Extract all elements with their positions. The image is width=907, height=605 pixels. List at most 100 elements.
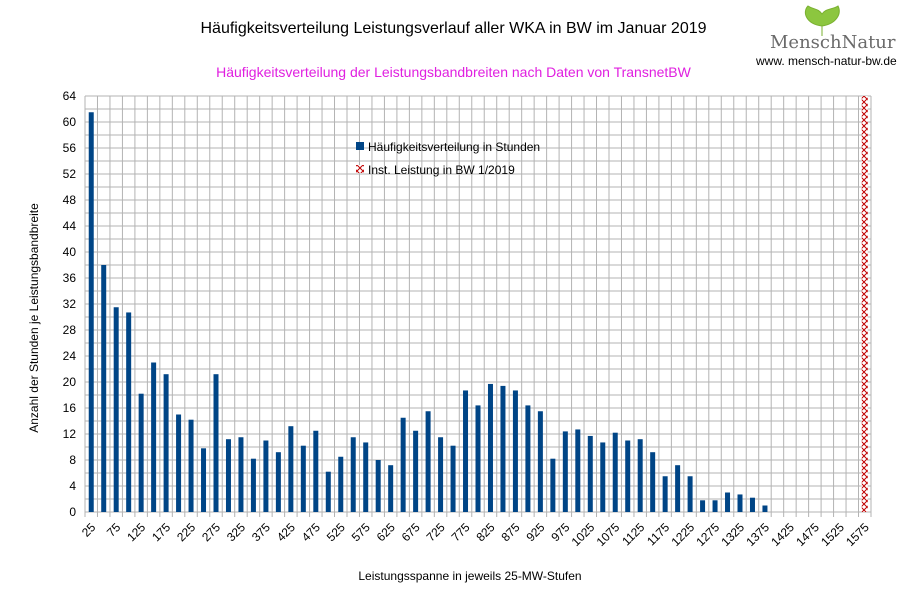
bar-725 — [438, 437, 444, 512]
y-tick-label: 12 — [63, 427, 77, 441]
bar-1050 — [600, 442, 606, 512]
bar-225 — [188, 419, 194, 512]
bar-1125 — [637, 439, 643, 512]
x-tick-label: 175 — [149, 520, 173, 544]
bar-1300 — [725, 492, 731, 512]
y-tick-label: 8 — [69, 453, 76, 467]
bar-375 — [263, 440, 269, 512]
x-tick-label: 75 — [104, 520, 124, 540]
y-tick-label: 56 — [63, 141, 77, 155]
x-tick-label: 1175 — [644, 520, 672, 548]
bar-1175 — [662, 476, 668, 512]
bar-300 — [225, 439, 231, 512]
bar-150 — [151, 362, 157, 512]
x-tick-label: 125 — [124, 520, 148, 544]
x-tick-label: 675 — [399, 520, 423, 544]
bar-475 — [313, 430, 319, 512]
bar-100 — [126, 312, 132, 512]
bar-350 — [250, 458, 256, 512]
y-tick-label: 60 — [63, 115, 77, 129]
x-tick-label: 475 — [299, 520, 323, 544]
x-axis-ticks: 25 75 125 175 225 275 325 375 425 475 525 575 625 675… — [79, 520, 872, 549]
x-axis-label: Leistungsspanne in jeweils 25-MW-Stufen — [358, 569, 581, 583]
bar-825 — [487, 383, 493, 512]
y-tick-label: 52 — [63, 167, 77, 181]
bar-1150 — [650, 452, 656, 512]
bar-525 — [338, 456, 344, 512]
bars — [88, 96, 868, 512]
ginkgo-leaf-icon — [804, 5, 840, 36]
x-tick-label: 725 — [424, 520, 448, 544]
x-tick-label: 625 — [374, 520, 398, 544]
x-tick-label: 25 — [79, 520, 99, 540]
chart-title: Häufigkeitsverteilung Leistungsverlauf a… — [0, 20, 907, 38]
bar-1275 — [712, 500, 718, 512]
y-tick-label: 0 — [69, 505, 76, 519]
bar-1350 — [749, 497, 755, 512]
bar-250 — [201, 448, 207, 512]
legend-swatch-frequency — [356, 142, 364, 150]
bar-925 — [537, 411, 543, 512]
x-tick-label: 1575 — [843, 520, 872, 549]
x-tick-label: 825 — [474, 520, 498, 544]
bar-900 — [525, 405, 531, 512]
legend-label-frequency: Häufigkeitsverteilung in Stunden — [368, 140, 540, 154]
bar-installed-capacity — [861, 96, 868, 512]
legend-label-installed: Inst. Leistung in BW 1/2019 — [368, 163, 515, 177]
x-tick-label: 225 — [174, 520, 198, 544]
bar-450 — [300, 445, 306, 512]
bar-600 — [375, 460, 381, 512]
logo-brand: MenschNatur — [770, 32, 896, 53]
y-tick-label: 40 — [63, 245, 77, 259]
bar-425 — [288, 426, 294, 512]
x-tick-label: 1225 — [668, 520, 697, 549]
bar-625 — [388, 465, 394, 512]
bar-75 — [113, 307, 119, 512]
bar-675 — [413, 430, 419, 512]
chart-subtitle: Häufigkeitsverteilung der Leistungsbandb… — [216, 64, 691, 80]
x-tick-label: 575 — [349, 520, 373, 544]
x-tick-label: 375 — [249, 520, 273, 544]
bar-750 — [450, 445, 456, 512]
y-tick-label: 28 — [63, 323, 77, 337]
x-tick-label: 1325 — [718, 520, 747, 549]
x-tick-label: 1525 — [818, 520, 847, 549]
y-tick-label: 4 — [69, 479, 76, 493]
bar-1200 — [675, 465, 681, 512]
y-tick-label: 64 — [63, 89, 77, 103]
bar-125 — [138, 393, 144, 512]
x-tick-label: 875 — [498, 520, 522, 544]
x-tick-label: 925 — [523, 520, 547, 544]
bar-550 — [350, 437, 356, 512]
x-tick-label: 1075 — [594, 520, 623, 549]
x-tick-label: 1425 — [768, 520, 797, 549]
bar-1225 — [687, 476, 693, 512]
y-tick-label: 36 — [63, 271, 77, 285]
bar-25 — [88, 112, 94, 512]
bar-775 — [463, 390, 469, 512]
bar-325 — [238, 437, 244, 512]
chart-title-text: Häufigkeitsverteilung Leistungsverlauf a… — [200, 20, 707, 37]
x-tick-label: 325 — [224, 520, 248, 544]
bar-1075 — [612, 432, 618, 512]
bar-275 — [213, 374, 219, 512]
y-tick-label: 32 — [63, 297, 77, 311]
logo-url: www. mensch-natur-bw.de — [756, 54, 897, 68]
y-axis-label: Anzahl der Stunden je Leistungsbandbreit… — [27, 203, 41, 433]
bar-50 — [101, 265, 107, 512]
bar-1325 — [737, 494, 743, 512]
y-tick-label: 44 — [63, 219, 77, 233]
x-tick-label: 1025 — [569, 520, 598, 549]
bar-1375 — [762, 505, 768, 512]
bar-575 — [363, 442, 369, 512]
logo: MenschNatur www. mensch-natur-bw.de — [752, 4, 902, 70]
y-tick-label: 48 — [63, 193, 77, 207]
bar-700 — [425, 411, 431, 512]
x-tick-label: 525 — [324, 520, 348, 544]
x-tick-label: 1375 — [743, 520, 772, 549]
x-tick-label: 425 — [274, 520, 298, 544]
bar-800 — [475, 405, 481, 512]
bar-175 — [163, 374, 169, 512]
